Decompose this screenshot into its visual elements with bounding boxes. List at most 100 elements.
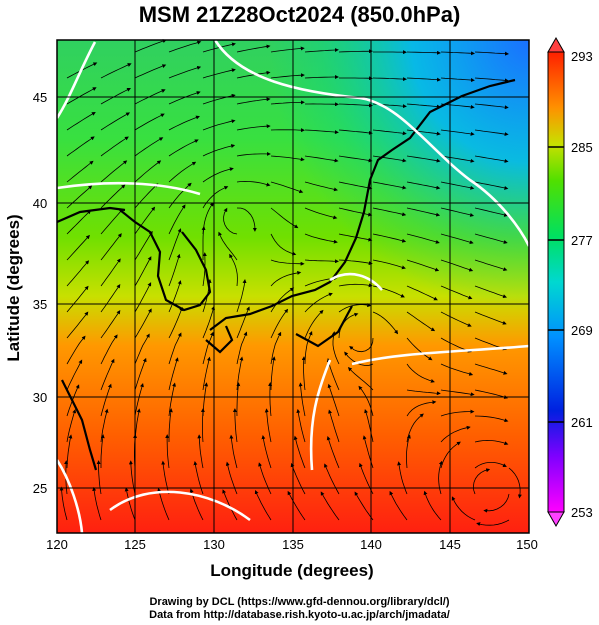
streamline: [474, 285, 507, 299]
x-axis: 120 125 130 135 140 145 150 Longitude (d…: [46, 537, 538, 580]
japan-coast: [209, 78, 516, 331]
streamline: [100, 383, 112, 417]
streamline: [338, 129, 373, 135]
streamline: [134, 137, 164, 157]
streamline: [100, 233, 122, 261]
streamline: [264, 408, 272, 443]
streamline: [474, 155, 509, 163]
streamline: [440, 77, 475, 83]
streamline: [59, 486, 68, 521]
lon-tick-label: 140: [360, 537, 382, 552]
streamline: [270, 181, 304, 194]
streamline: [397, 461, 408, 495]
streamline: [440, 425, 471, 443]
streamline: [254, 489, 272, 521]
streamline: [268, 382, 273, 417]
streamline: [66, 311, 89, 339]
streamline: [296, 408, 306, 443]
streamline: [474, 77, 509, 83]
streamline: [298, 382, 306, 417]
streamline: [168, 204, 186, 235]
streamline: [474, 259, 508, 272]
streamline: [66, 209, 92, 235]
streamline: [304, 259, 339, 264]
streamline: [287, 490, 306, 521]
streamline: [406, 285, 438, 301]
streamline: [304, 75, 339, 79]
streamline: [389, 490, 408, 521]
streamline: [483, 493, 510, 513]
streamline: [66, 111, 96, 131]
streamline: [202, 42, 236, 53]
streamline: [406, 434, 411, 469]
streamline: [66, 409, 77, 443]
streamline: [161, 460, 170, 495]
streamline: [406, 363, 435, 383]
streamline: [236, 151, 271, 157]
streamline: [168, 228, 182, 261]
colorbar-lower-arrow: [547, 511, 565, 528]
streamline: [270, 155, 305, 162]
lat-tick-label: 25: [33, 481, 47, 496]
streamline: [406, 103, 441, 109]
streamline: [157, 487, 170, 521]
streamline: [202, 119, 236, 131]
streamline: [236, 279, 247, 313]
streamline: [225, 461, 238, 495]
streamline: [290, 462, 306, 495]
streamline: [66, 285, 89, 313]
streamline: [66, 87, 97, 105]
streamline: [364, 408, 374, 443]
streamline: [472, 468, 491, 495]
y-axis: 25 30 35 40 45 Latitude (degrees): [4, 90, 47, 496]
streamline: [232, 408, 238, 443]
streamline: [406, 155, 441, 163]
streamline: [338, 181, 373, 190]
wind-streamlines: [59, 39, 522, 527]
streamline: [134, 230, 153, 261]
streamline: [474, 389, 509, 399]
streamline: [372, 181, 407, 190]
streamline: [474, 207, 509, 217]
streamline: [134, 382, 144, 417]
streamline: [66, 234, 90, 261]
streamline: [134, 39, 167, 53]
streamline: [100, 310, 121, 339]
lon-tick-label: 130: [203, 537, 225, 552]
streamline: [193, 461, 204, 495]
mainland-coast: [56, 206, 126, 224]
kyushu-coast: [205, 325, 234, 354]
streamline: [96, 460, 102, 495]
colorbar-scale: [547, 51, 565, 513]
streamline: [168, 115, 200, 131]
streamline: [236, 382, 241, 417]
streamline: [134, 333, 150, 365]
plot-frame: [56, 39, 530, 534]
streamline: [202, 167, 234, 183]
streamline: [304, 309, 324, 339]
streamline: [100, 63, 132, 79]
streamline: [320, 491, 340, 521]
streamline: [168, 332, 182, 365]
streamline: [100, 112, 131, 131]
colorbar-tick-label: 277: [571, 233, 593, 248]
streamline: [406, 207, 441, 217]
streamline: [474, 462, 507, 469]
streamline: [372, 311, 399, 335]
streamline: [474, 181, 509, 190]
streamline: [100, 208, 124, 235]
streamline: [304, 129, 339, 135]
y-axis-title: Latitude (degrees): [4, 214, 23, 361]
streamline: [134, 113, 165, 131]
streamline: [349, 337, 374, 353]
streamline: [202, 252, 207, 287]
lat-lon-grid: [57, 40, 529, 533]
streamline: [168, 40, 202, 53]
streamline: [440, 155, 475, 163]
streamline: [440, 129, 475, 136]
streamline: [304, 292, 333, 313]
streamline: [100, 160, 128, 183]
credit-line-drawing: Drawing by DCL (https://www.gfd-dennou.o…: [149, 596, 450, 608]
streamline: [100, 258, 121, 287]
streamline: [338, 259, 373, 266]
